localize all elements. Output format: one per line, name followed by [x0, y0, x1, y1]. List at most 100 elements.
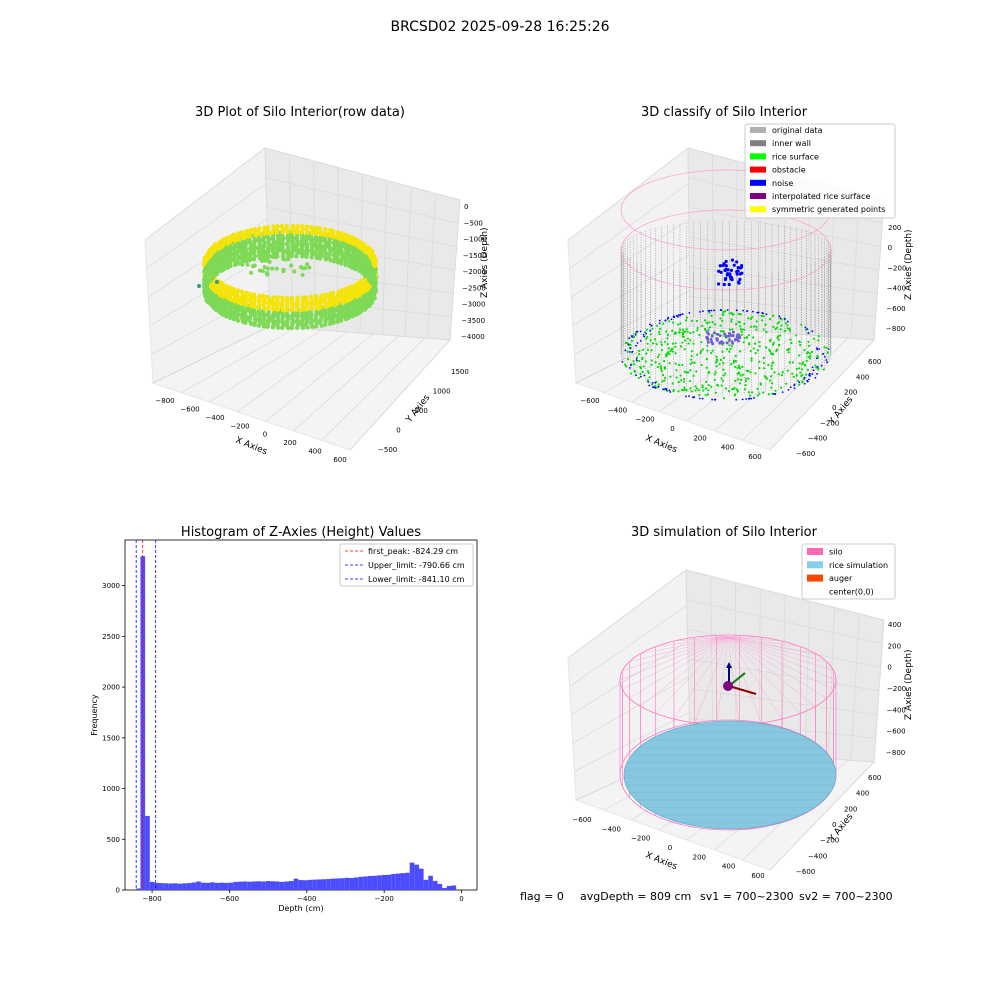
histogram-ylabel: Frequency	[90, 694, 99, 736]
legend-swatch	[750, 153, 766, 159]
histogram-bar	[294, 879, 299, 890]
histogram-legend: first_peak: -824.29 cmUpper_limit: -790.…	[340, 544, 473, 586]
rice-simulation-surface	[624, 721, 836, 829]
raw-z-tick: −3000	[462, 301, 486, 309]
simulation-plot-zlabel: Z Axies (Depth)	[904, 649, 914, 720]
legend-label: interpolated rice surface	[772, 192, 870, 201]
figure-title: BRCSD02 2025-09-28 16:25:26	[390, 19, 609, 35]
simulation-x-tick: 400	[722, 863, 735, 871]
legend-label: inner wall	[772, 139, 811, 148]
histogram-bar	[428, 876, 433, 890]
simulation-z-tick: 0	[887, 664, 891, 672]
simulation-z-tick: −600	[886, 728, 905, 736]
histogram-bar	[312, 880, 317, 890]
histogram-x-tick: 0	[459, 895, 463, 903]
histogram-bar	[373, 876, 378, 890]
simulation-y-tick: 600	[868, 774, 881, 782]
histogram-bar	[192, 882, 197, 890]
histogram-frame	[125, 540, 477, 890]
histogram-bar	[382, 875, 387, 890]
histogram-bar	[354, 877, 359, 890]
raw-z-tick: −3500	[461, 317, 485, 325]
histogram-bar	[159, 883, 164, 890]
classify-y-tick: −400	[808, 435, 827, 443]
histogram-bar	[447, 886, 452, 890]
histogram-bar	[196, 881, 201, 890]
classify-x-tick: 0	[670, 425, 674, 433]
histogram-bar	[335, 878, 340, 890]
classify-plot-xlabel: X Axies	[644, 434, 679, 456]
histogram-bar	[173, 883, 178, 890]
histogram-bar	[391, 874, 396, 890]
simulation-3d-plot: 3D simulation of Silo Interior −600−400−…	[568, 525, 914, 880]
histogram-y-tick: 3000	[102, 582, 120, 590]
histogram-bar	[303, 880, 308, 890]
classify-x-tick: −200	[635, 416, 654, 424]
legend-swatch	[807, 575, 823, 582]
histogram-bar	[424, 880, 429, 890]
classify-z-tick: −600	[886, 305, 905, 313]
legend-label: obstacle	[772, 166, 806, 175]
histogram-bar	[224, 883, 229, 890]
histogram-bar	[405, 873, 410, 890]
raw-y-tick: 0	[396, 427, 400, 435]
histogram-bar	[331, 879, 336, 890]
histogram-bar	[414, 865, 419, 890]
histogram-bar	[438, 884, 443, 890]
histogram-bar	[326, 879, 331, 890]
histogram-bar	[275, 881, 280, 890]
legend-swatch	[750, 140, 766, 146]
footer-sv2: sv2 = 700~2300	[799, 890, 893, 903]
histogram-bar	[247, 882, 252, 890]
histogram-bar	[442, 888, 447, 890]
raw-x-tick: −400	[205, 414, 224, 422]
footer-sv1: sv1 = 700~2300	[700, 890, 794, 903]
simulation-x-tick: −200	[631, 835, 650, 843]
histogram-bar	[261, 881, 266, 890]
raw-plot-title: 3D Plot of Silo Interior(row data)	[195, 105, 405, 120]
classify-x-tick: 400	[721, 444, 734, 452]
classify-z-tick: 200	[888, 224, 901, 232]
raw-z-tick: 0	[464, 203, 468, 211]
histogram-bar	[150, 882, 155, 890]
simulation-plot-xlabel: X Axies	[644, 851, 679, 873]
histogram-bar	[182, 883, 187, 890]
legend-label: symmetric generated points	[772, 205, 885, 214]
histogram-bar	[359, 877, 364, 890]
histogram-x-tick: −800	[142, 895, 161, 903]
raw-plot-ylabel: Y Axies	[404, 393, 433, 426]
histogram-bar	[154, 883, 159, 890]
classify-z-tick: −800	[886, 325, 905, 333]
histogram-bar	[289, 881, 294, 890]
simulation-z-tick: 400	[888, 621, 901, 629]
histogram-bar	[419, 869, 424, 890]
histogram-bar	[280, 882, 285, 890]
footer-avg-depth: avgDepth = 809 cm	[580, 890, 691, 903]
histogram-bar	[164, 883, 169, 890]
classify-y-tick: 400	[856, 373, 869, 381]
simulation-z-tick: 200	[888, 642, 901, 650]
histogram-bar	[238, 882, 243, 890]
histogram-bar	[298, 880, 303, 890]
simulation-y-tick: 400	[856, 790, 869, 798]
raw-x-tick: −800	[155, 397, 174, 405]
histogram-bar	[322, 879, 327, 890]
histogram-bar	[257, 881, 262, 890]
raw-x-tick: −600	[180, 405, 199, 413]
legend-swatch	[750, 167, 766, 173]
histogram-bar	[201, 883, 206, 890]
histogram-bar	[252, 881, 257, 890]
histogram-bar	[340, 878, 345, 890]
histogram-bar	[451, 885, 456, 890]
legend-swatch	[750, 206, 766, 212]
legend-label: rice surface	[772, 152, 819, 161]
simulation-y-tick: 200	[844, 805, 857, 813]
histogram-bar	[410, 863, 415, 890]
histogram-bar	[229, 883, 234, 890]
histogram-title: Histogram of Z-Axies (Height) Values	[181, 525, 421, 540]
simulation-legend: silorice simulationaugercenter(0,0)	[802, 544, 895, 599]
simulation-y-tick: −600	[796, 868, 815, 876]
raw-x-tick: 0	[263, 431, 267, 439]
histogram-bar	[345, 878, 350, 890]
raw-x-tick: 400	[308, 448, 321, 456]
